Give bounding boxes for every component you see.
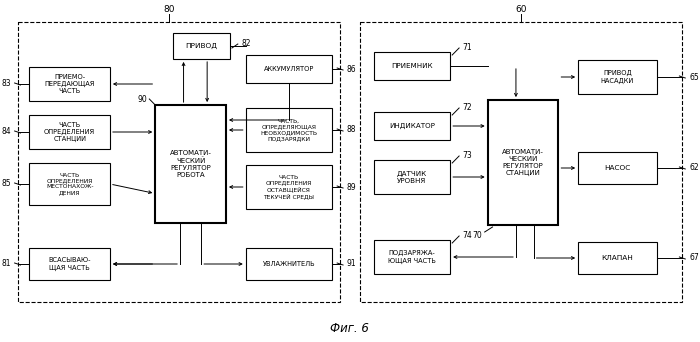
Text: 90: 90	[138, 94, 148, 104]
Text: 60: 60	[515, 5, 527, 14]
Text: 91: 91	[347, 260, 356, 268]
Text: 73: 73	[462, 150, 472, 159]
Text: ВСАСЫВАЮ-
ЩАЯ ЧАСТЬ: ВСАСЫВАЮ- ЩАЯ ЧАСТЬ	[48, 258, 91, 271]
Bar	[246, 165, 332, 209]
Text: ДАТЧИК
УРОВНЯ: ДАТЧИК УРОВНЯ	[397, 170, 427, 184]
Text: 86: 86	[347, 65, 356, 74]
Bar	[18, 22, 340, 302]
Text: 80: 80	[163, 5, 175, 14]
Bar	[246, 248, 332, 280]
Bar	[488, 100, 559, 225]
Text: КЛАПАН: КЛАПАН	[601, 255, 634, 261]
Bar	[374, 240, 450, 274]
Text: 85: 85	[1, 180, 10, 188]
Bar	[374, 52, 450, 80]
Text: ПРИВОД: ПРИВОД	[186, 43, 218, 49]
Text: ПРИЕМО-
ПЕРЕДАЮЩАЯ
ЧАСТЬ: ПРИЕМО- ПЕРЕДАЮЩАЯ ЧАСТЬ	[45, 74, 95, 94]
Text: 83: 83	[1, 79, 10, 89]
Text: АВТОМАТИ-
ЧЕСКИЙ
РЕГУЛЯТОР
СТАНЦИИ: АВТОМАТИ- ЧЕСКИЙ РЕГУЛЯТОР СТАНЦИИ	[502, 148, 544, 176]
Text: 72: 72	[462, 103, 472, 111]
Text: 65: 65	[690, 73, 699, 81]
Bar	[173, 33, 230, 59]
Text: ПОДЗАРЯЖА-
ЮЩАЯ ЧАСТЬ: ПОДЗАРЯЖА- ЮЩАЯ ЧАСТЬ	[388, 250, 436, 264]
Bar	[246, 108, 332, 152]
Text: ПРИВОД
НАСАДКИ: ПРИВОД НАСАДКИ	[601, 70, 634, 84]
Bar	[246, 55, 332, 83]
Bar	[29, 248, 110, 280]
Bar	[374, 160, 450, 194]
Bar	[29, 67, 110, 101]
Text: 62: 62	[690, 163, 699, 172]
Text: 88: 88	[347, 126, 356, 134]
Text: 89: 89	[347, 183, 356, 192]
Text: 84: 84	[1, 128, 10, 136]
Text: ЧАСТЬ,
ОПРЕДЕЛЯЮЩАЯ
НЕОБХОДИМОСТЬ
ПОДЗАРЯДКИ: ЧАСТЬ, ОПРЕДЕЛЯЮЩАЯ НЕОБХОДИМОСТЬ ПОДЗАР…	[260, 119, 318, 141]
Text: ЧАСТЬ
ОПРЕДЕЛЕНИЯ
СТАНЦИИ: ЧАСТЬ ОПРЕДЕЛЕНИЯ СТАНЦИИ	[44, 122, 95, 142]
Text: 81: 81	[1, 260, 10, 268]
Bar	[374, 112, 450, 140]
Bar	[578, 242, 657, 274]
Text: 82: 82	[241, 39, 251, 49]
Text: ЧАСТЬ
ОПРЕДЕЛЕНИЯ
ОСТАВЩЕЙСЯ
ТЕКУЧЕЙ СРЕДЫ: ЧАСТЬ ОПРЕДЕЛЕНИЯ ОСТАВЩЕЙСЯ ТЕКУЧЕЙ СРЕ…	[263, 175, 314, 199]
Text: ПРИЕМНИК: ПРИЕМНИК	[391, 63, 433, 69]
Text: 74: 74	[462, 231, 472, 239]
Bar	[29, 115, 110, 149]
Text: 70: 70	[472, 231, 482, 239]
Bar	[578, 60, 657, 94]
Bar	[29, 163, 110, 205]
Bar	[578, 152, 657, 184]
Bar	[360, 22, 682, 302]
Text: УВЛАЖНИТЕЛЬ: УВЛАЖНИТЕЛЬ	[262, 261, 315, 267]
Text: АВТОМАТИ-
ЧЕСКИЙ
РЕГУЛЯТОР
РОБОТА: АВТОМАТИ- ЧЕСКИЙ РЕГУЛЯТОР РОБОТА	[169, 150, 211, 178]
Text: НАСОС: НАСОС	[604, 165, 631, 171]
Text: 67: 67	[690, 253, 699, 263]
Text: ИНДИКАТОР: ИНДИКАТОР	[389, 123, 435, 129]
Bar	[155, 105, 226, 223]
Text: Фиг. 6: Фиг. 6	[330, 321, 370, 334]
Text: АККУМУЛЯТОР: АККУМУЛЯТОР	[264, 66, 314, 72]
Text: ЧАСТЬ
ОПРЕДЕЛЕНИЯ
МЕСТОНАХОЖ-
ДЕНИЯ: ЧАСТЬ ОПРЕДЕЛЕНИЯ МЕСТОНАХОЖ- ДЕНИЯ	[46, 173, 93, 195]
Text: 71: 71	[462, 42, 472, 52]
